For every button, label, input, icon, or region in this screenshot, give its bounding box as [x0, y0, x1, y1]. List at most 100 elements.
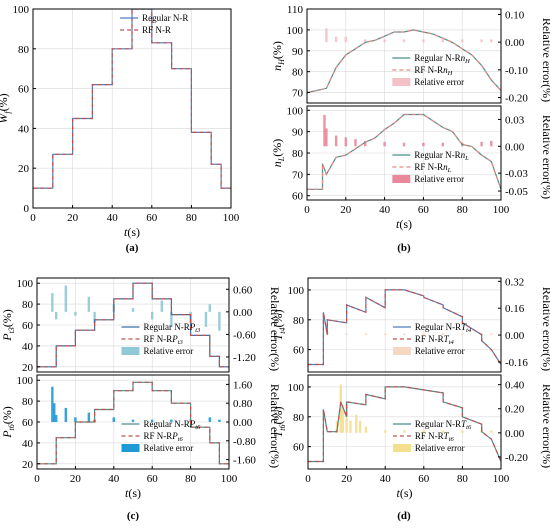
- y-axis-label-var: P: [0, 430, 14, 439]
- y-tick-label: 80: [292, 67, 304, 79]
- y-tick-label: 40: [22, 438, 34, 450]
- x-tick-label: 40: [380, 473, 392, 485]
- y2-axis-label: Relative error(%): [540, 287, 550, 371]
- legend-label: RF N-RPt6: [143, 431, 183, 443]
- error-bar: [441, 430, 445, 433]
- series-line-rf-n-rn-h: [307, 29, 501, 94]
- error-bar: [131, 308, 135, 312]
- legend-label-base: RF N-R: [143, 431, 172, 441]
- series-line-rf-n-rt-t6: [308, 386, 501, 463]
- y-tick-label: 60: [22, 417, 34, 429]
- y2-tick-label: 0.16: [505, 303, 525, 315]
- legend-swatch-error: [121, 444, 140, 452]
- error-bar: [358, 420, 362, 433]
- legend-swatch-error: [392, 175, 411, 183]
- legend-label-var: n: [461, 150, 466, 160]
- error-bar: [131, 419, 135, 422]
- y-axis-label-var: P: [0, 333, 14, 342]
- error-bar: [461, 39, 464, 43]
- y2-tick-label: 0.03: [505, 114, 525, 126]
- x-axis-label: t(s): [396, 217, 412, 231]
- y-axis-label-sub: t4: [278, 328, 287, 334]
- y-tick-label: 40: [18, 123, 30, 135]
- legend-label-var: P: [189, 322, 196, 332]
- y-axis-label-post: (%): [0, 93, 10, 111]
- x-tick-label: 20: [67, 212, 79, 224]
- x-axis-label: t(s): [396, 486, 412, 500]
- x-axis-label-post: (s): [128, 486, 141, 500]
- y-axis-label-var: W: [0, 113, 10, 124]
- x-axis-label-post: (s): [399, 217, 412, 231]
- y2-tick-label: -0.16: [505, 357, 528, 369]
- series-line-regular-n-r: [33, 9, 231, 189]
- x-tick-label: 80: [185, 473, 197, 485]
- error-bar: [51, 293, 54, 312]
- y-tick-label: 100: [288, 382, 305, 394]
- error-bar: [325, 28, 328, 43]
- series-group: [308, 289, 501, 366]
- legend-label-base: Regular N-R: [415, 419, 461, 429]
- y2-tick-label: -0.05: [505, 186, 528, 198]
- series-line-rf-n-rp-t6: [37, 381, 229, 465]
- y-tick-label: 0: [24, 203, 30, 215]
- error-bars: [325, 28, 493, 43]
- legend-swatch-error: [392, 78, 411, 86]
- y-axis-label: Wf(%): [0, 93, 12, 123]
- error-bar: [461, 430, 464, 433]
- error-bar: [345, 333, 348, 336]
- error-bar: [441, 39, 444, 43]
- y2-axis-label: Relative error(%): [540, 18, 550, 102]
- panel-d-bottom: 60 80 100 0.40 0.20 0.00 -0.20 0 20 40 60 80 100 t(s)…: [271, 374, 550, 500]
- caption-b: (b): [397, 242, 411, 254]
- error-bar: [364, 333, 368, 336]
- y2-tick-label: -0.80: [233, 436, 256, 448]
- y-axis-label-var: T: [271, 429, 285, 437]
- y2-axis-label: Relative error(%): [268, 287, 282, 371]
- error-bar: [403, 430, 406, 433]
- legend-label-sub: t4: [466, 327, 472, 334]
- error-bar: [364, 39, 367, 43]
- error-bar: [87, 296, 91, 312]
- legend-label-var: P: [171, 431, 178, 441]
- legend-label-var: T: [461, 419, 467, 429]
- legend-label-base: RF N-R: [143, 334, 172, 344]
- y-tick-label: 90: [292, 46, 304, 58]
- y2-tick-label: -0.10: [505, 65, 528, 77]
- legend-label: RF N-R: [142, 25, 171, 35]
- legend-label-sub: H: [447, 70, 453, 77]
- x-tick-label: 40: [379, 204, 391, 216]
- x-axis-label-post: (s): [400, 486, 413, 500]
- y-tick-label: 80: [292, 148, 304, 160]
- y2-tick-label: 0.32: [505, 276, 524, 288]
- legend-label-error: Relative error: [143, 346, 193, 356]
- error-bar: [64, 285, 67, 312]
- y-tick-label: 80: [293, 315, 305, 327]
- error-bar: [53, 403, 56, 422]
- y-axis-label: nH(%): [270, 41, 286, 71]
- legend-label-var: P: [189, 419, 196, 429]
- series-group: [33, 9, 231, 189]
- panel-a: 0 20 40 60 80 100 0 20 40 60 80 100 t(s) Wf(%) Regular…: [0, 4, 240, 239]
- y-tick-label: 100: [288, 285, 305, 297]
- error-bar: [355, 414, 358, 433]
- legend-label: RF N-RPt3: [143, 334, 183, 346]
- x-tick-label: 80: [186, 212, 198, 224]
- y-tick-label: 80: [22, 396, 34, 408]
- legend-label-base: Regular N-R: [143, 322, 189, 332]
- y-tick-label: 80: [22, 299, 34, 311]
- error-bar: [461, 333, 464, 336]
- error-bar: [341, 408, 344, 433]
- error-bar: [334, 135, 338, 147]
- y-tick-label: 60: [293, 345, 305, 357]
- legend-label-sub: t6: [178, 436, 184, 443]
- y-axis-label-sub: f: [3, 110, 12, 114]
- y-axis-label: Pt6(%): [0, 406, 16, 439]
- y-axis-label-var: n: [270, 161, 284, 167]
- error-bar: [55, 311, 58, 320]
- x-tick-label: 20: [341, 473, 353, 485]
- legend-label-base: RF N-R: [414, 162, 443, 172]
- error-bar: [208, 304, 211, 312]
- y2-tick-label: 0.20: [505, 404, 525, 416]
